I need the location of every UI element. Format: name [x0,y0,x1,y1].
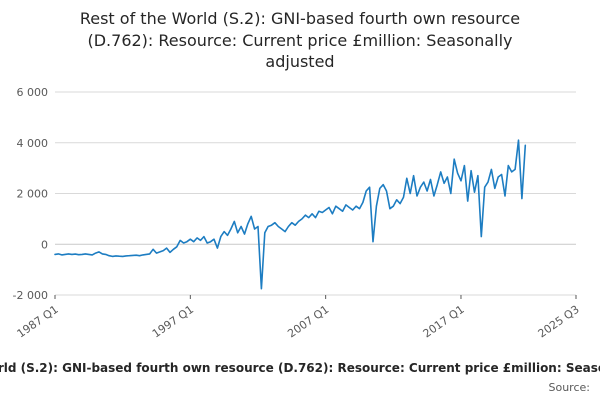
x-tick-label: 2007 Q1 [285,303,331,341]
chart-title-line-2: (D.762): Resource: Current price £millio… [87,30,513,50]
x-tick-label: 2025 Q3 [536,303,582,341]
y-tick-label: 4 000 [17,137,49,150]
x-tick-label: 1987 Q1 [15,303,61,341]
chart-title-line-1: Rest of the World (S.2): GNI-based fourt… [79,9,521,28]
footer-title-text: Rest of the World (S.2): GNI-based fourt… [0,361,600,375]
source-label: Source: [548,381,591,394]
chart-footer: Rest of the World (S.2): GNI-based fourt… [0,361,600,379]
y-tick-label: 0 [41,238,48,251]
x-tick-label: 1997 Q1 [150,303,196,341]
chart-title-line-3: adjusted [265,52,335,72]
series-line [54,139,527,290]
y-tick-label: -2 000 [13,289,48,302]
y-tick-label: 2 000 [17,188,49,201]
y-tick-label: 6 000 [17,86,49,99]
chart-title: Rest of the World (S.2): GNI-based fourt… [10,8,590,73]
x-tick-label: 2017 Q1 [421,303,467,341]
